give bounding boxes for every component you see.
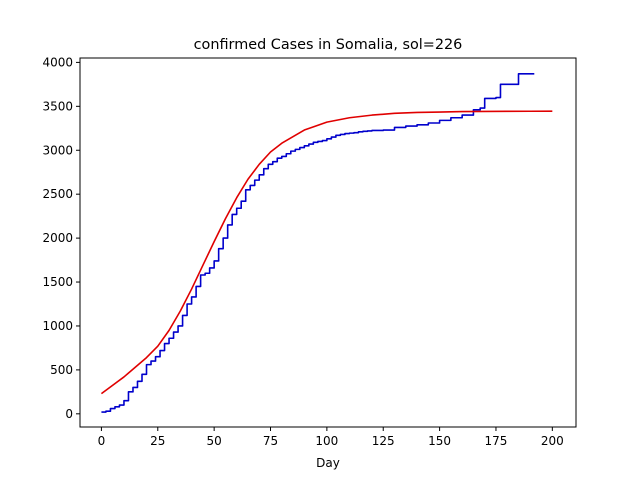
fitted-curve-line bbox=[100, 110, 553, 395]
x-tick-label: 200 bbox=[541, 434, 564, 448]
y-tick-label: 500 bbox=[50, 363, 73, 377]
chart-title: confirmed Cases in Somalia, sol=226 bbox=[194, 37, 463, 53]
confirmed-cases-line bbox=[101, 73, 535, 413]
x-tick-label: 75 bbox=[263, 434, 278, 448]
series-layer bbox=[100, 73, 553, 413]
y-tick-label: 2000 bbox=[42, 231, 73, 245]
x-tick-label: 0 bbox=[98, 434, 106, 448]
y-tick-label: 4000 bbox=[42, 55, 73, 69]
plot-frame bbox=[79, 57, 577, 428]
y-tick-label: 3000 bbox=[42, 143, 73, 157]
y-tick-label: 1500 bbox=[42, 275, 73, 289]
y-tick-label: 1000 bbox=[42, 319, 73, 333]
x-axis-label: Day bbox=[316, 456, 340, 470]
x-tick-label: 25 bbox=[150, 434, 165, 448]
x-tick-label: 100 bbox=[315, 434, 338, 448]
y-tick-label: 0 bbox=[65, 407, 73, 421]
axis-ticks: 0 25 50 75 100 125 150 175 200050010001500200025… bbox=[42, 55, 563, 448]
x-tick-label: 150 bbox=[428, 434, 451, 448]
x-tick-label: 175 bbox=[485, 434, 508, 448]
x-tick-label: 50 bbox=[207, 434, 222, 448]
x-tick-label: 125 bbox=[372, 434, 395, 448]
y-tick-label: 2500 bbox=[42, 187, 73, 201]
y-tick-label: 3500 bbox=[42, 99, 73, 113]
